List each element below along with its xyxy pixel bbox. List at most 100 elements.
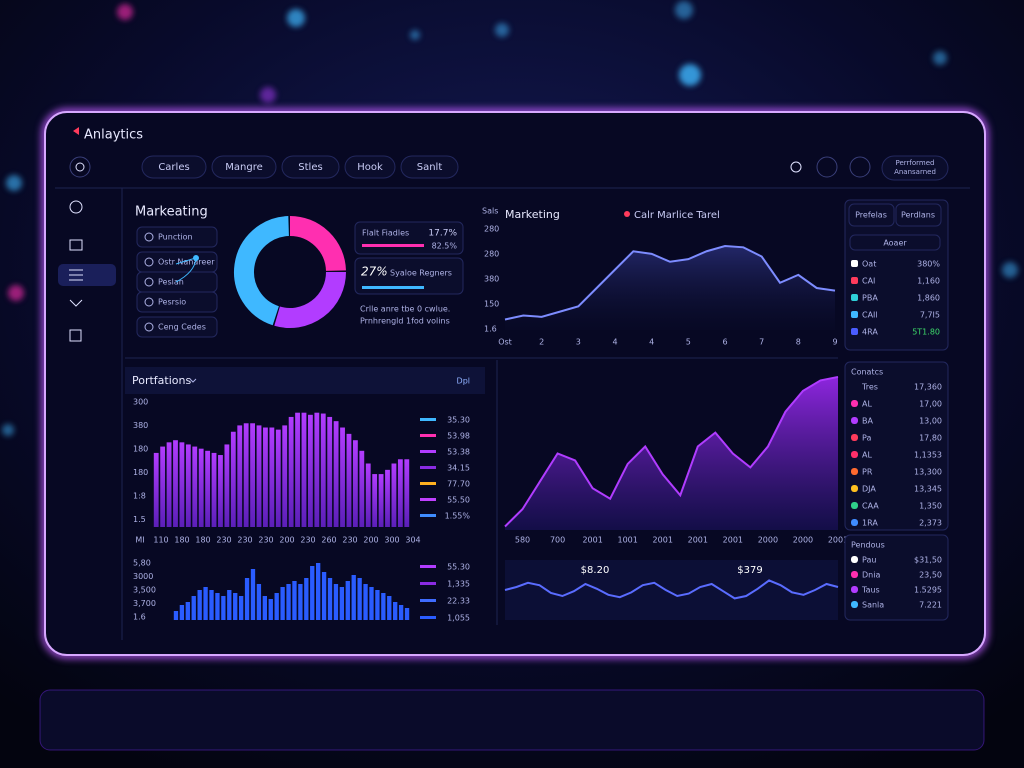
side-tab[interactable] xyxy=(895,203,942,227)
row-value: 17,00 xyxy=(919,400,942,409)
x-tick-label: 2001 xyxy=(828,536,848,545)
legend-swatch xyxy=(420,466,436,469)
x-tick-label: 7 xyxy=(759,338,764,347)
legend-value: 35.30 xyxy=(447,416,470,425)
row-icon xyxy=(851,519,858,526)
row-icon xyxy=(851,485,858,492)
pendous-panel xyxy=(844,534,949,621)
reflection xyxy=(39,689,985,751)
bar xyxy=(244,578,250,620)
row-value: 1,1353 xyxy=(914,451,942,460)
row-name: BA xyxy=(862,417,873,426)
bar xyxy=(301,412,307,527)
legend-value: 1.55% xyxy=(445,512,471,521)
settings-glyph xyxy=(75,162,85,172)
profile[interactable] xyxy=(881,155,949,181)
bar xyxy=(191,596,196,620)
legend-swatch xyxy=(420,482,436,485)
x-tick-label: 8 xyxy=(796,338,801,347)
side-button[interactable] xyxy=(849,234,941,251)
toolbar-tab[interactable] xyxy=(211,155,277,179)
bar xyxy=(209,590,214,620)
row-icon xyxy=(851,277,858,284)
row-value: 23,50 xyxy=(919,571,942,580)
x-label: MI xyxy=(135,536,144,545)
stat-value: 17.7% xyxy=(428,229,457,239)
row-icon xyxy=(851,434,858,441)
stat-highlight: 27% xyxy=(361,265,388,279)
bar xyxy=(310,566,315,620)
nav-icon[interactable] xyxy=(69,239,83,251)
nav-icon[interactable] xyxy=(69,329,82,342)
x-tick-label: Ost xyxy=(498,338,512,347)
nav-icon[interactable] xyxy=(69,200,83,214)
settings-icon[interactable] xyxy=(849,156,871,178)
x-tick-label: 2001 xyxy=(582,536,602,545)
x-tick-label: 2001 xyxy=(688,536,708,545)
bar xyxy=(173,440,178,527)
bar xyxy=(197,590,202,620)
tab-label: Hook xyxy=(357,162,383,173)
profile-text: Perrformed xyxy=(896,159,935,167)
bar xyxy=(268,599,273,620)
bar xyxy=(250,569,256,620)
bar xyxy=(179,442,185,527)
toolbar-tab[interactable] xyxy=(400,155,459,179)
legend-value: 22.33 xyxy=(447,597,470,606)
row-name: 1RA xyxy=(862,519,878,528)
row-icon xyxy=(851,468,858,475)
toolbar-tab[interactable] xyxy=(141,155,207,179)
menu-item[interactable] xyxy=(136,226,218,248)
area-fill xyxy=(505,376,838,530)
bar xyxy=(256,584,262,620)
x-tick-label: 2001 xyxy=(653,536,673,545)
toolbar-tab[interactable] xyxy=(344,155,396,179)
bar xyxy=(218,455,223,527)
bar xyxy=(387,596,392,620)
bar xyxy=(263,427,268,527)
user-icon[interactable] xyxy=(816,156,838,178)
side-tab[interactable] xyxy=(848,203,895,227)
search-icon[interactable] xyxy=(790,161,802,173)
x-label: 180 xyxy=(174,536,189,545)
row-value: 1,860 xyxy=(917,294,940,303)
menu-icon xyxy=(144,322,154,332)
bar xyxy=(282,425,288,527)
row-icon xyxy=(851,556,858,563)
bar xyxy=(215,593,220,620)
row-name: Pa xyxy=(862,434,871,443)
x-label: 260 xyxy=(321,536,336,545)
bar xyxy=(192,446,198,527)
x-label: 230 xyxy=(300,536,315,545)
y-label: 300 xyxy=(133,398,148,407)
x-label: 110 xyxy=(153,536,168,545)
nav-active[interactable] xyxy=(58,264,116,286)
menu-label: Ceng Cedes xyxy=(158,323,206,332)
menu-item[interactable] xyxy=(136,291,218,313)
row-value: 13,300 xyxy=(914,468,942,477)
row-icon xyxy=(851,311,858,318)
row-value: 17,80 xyxy=(919,434,942,443)
bar xyxy=(233,593,238,620)
toolbar-tab[interactable] xyxy=(281,155,340,179)
legend-label: Calr Marlice Tarel xyxy=(634,210,720,221)
row-value: 1,160 xyxy=(917,277,940,286)
y-label: 380 xyxy=(133,421,148,430)
donut-segment xyxy=(234,216,290,326)
row-name: CAI xyxy=(862,277,875,286)
menu-item[interactable] xyxy=(136,316,218,338)
bar xyxy=(404,608,410,620)
x-label: 230 xyxy=(342,536,357,545)
row-value: 5T1.80 xyxy=(912,328,940,337)
legend-swatch xyxy=(624,211,630,217)
toolbar-icons xyxy=(790,156,871,178)
legend-swatch xyxy=(420,616,436,619)
bar xyxy=(391,463,397,527)
bar xyxy=(211,452,217,527)
row-icon xyxy=(851,400,858,407)
nav-icon[interactable] xyxy=(69,299,83,307)
row-name: Tres xyxy=(861,383,878,392)
stat-note: Crlle anre tbe 0 cwlue. xyxy=(360,305,450,314)
settings-icon[interactable] xyxy=(69,156,91,178)
bar xyxy=(227,590,232,620)
